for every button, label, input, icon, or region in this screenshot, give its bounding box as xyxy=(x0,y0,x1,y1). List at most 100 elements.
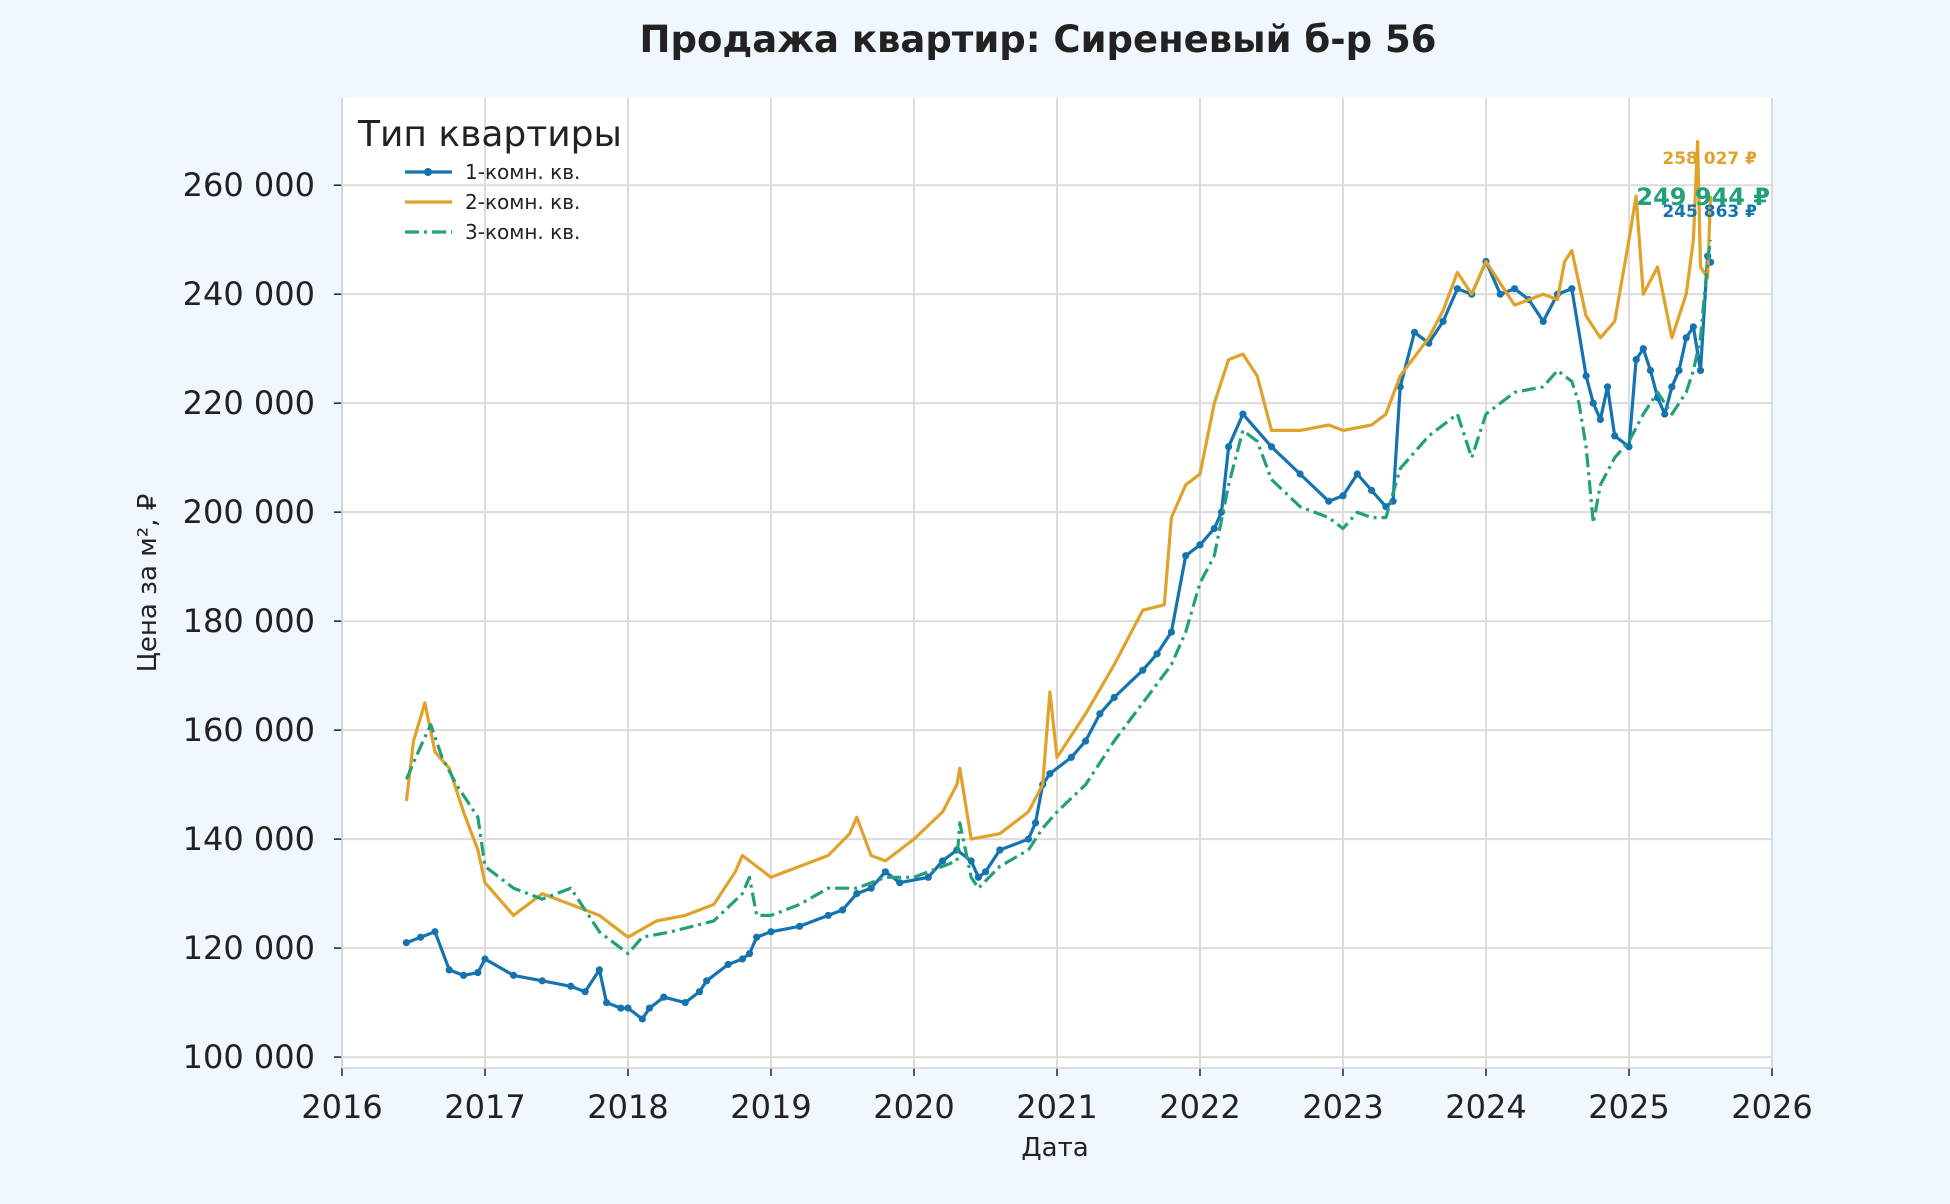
series-1-point xyxy=(602,999,611,1007)
axes: 2016 2017 2018 2019 2020 2021 2022 2023 2024 2025… xyxy=(183,98,1813,1126)
series-1-point xyxy=(1603,383,1612,391)
series-1-point xyxy=(967,857,975,865)
series-1-point xyxy=(645,1004,654,1012)
series-1-point xyxy=(1668,383,1676,391)
series-1-point xyxy=(1582,372,1590,380)
series-1-point xyxy=(481,955,489,963)
series-1-point xyxy=(1539,317,1547,326)
series-1-point xyxy=(1625,443,1633,451)
series-1-point xyxy=(1410,328,1419,336)
series-1-point xyxy=(660,993,668,1001)
x-tick-label: 2016 xyxy=(301,1088,382,1126)
series-1-point xyxy=(1339,492,1347,500)
series-1-point xyxy=(996,846,1004,854)
legend-label: 2-комн. кв. xyxy=(465,190,580,214)
legend-title: Тип квартиры xyxy=(357,114,622,155)
series-1-point xyxy=(1675,366,1683,375)
series-1-point xyxy=(738,955,747,963)
series-1-point xyxy=(1082,737,1090,745)
series-1-point xyxy=(1439,317,1447,326)
series-1-point xyxy=(1632,355,1640,364)
series-1-point xyxy=(402,939,410,947)
x-tick-label: 2022 xyxy=(1159,1088,1240,1126)
x-tick-label: 2023 xyxy=(1302,1088,1383,1126)
series-1-point xyxy=(445,966,453,974)
y-tick-label: 180 000 xyxy=(183,602,315,640)
series-1-point xyxy=(1496,290,1504,298)
legend-label: 3-комн. кв. xyxy=(465,220,580,244)
series-1-point xyxy=(1267,443,1276,451)
series-1-point xyxy=(1031,819,1040,827)
series-1-point xyxy=(1239,410,1247,418)
value-annotation-2: 249 944 ₽ xyxy=(1636,183,1770,211)
series-1-point xyxy=(1024,835,1032,843)
series-1-point xyxy=(881,868,890,876)
x-tick-label: 2025 xyxy=(1588,1088,1669,1126)
legend: Тип квартиры 1-комн. кв. 2-комн. кв. 3-ком… xyxy=(357,114,622,244)
series-1-point xyxy=(1182,552,1190,560)
series-1-point xyxy=(924,873,932,881)
series-1-point xyxy=(703,977,711,985)
series-1-point xyxy=(1661,410,1669,418)
series-1-point xyxy=(1225,443,1233,451)
legend-item-1: 1-комн. кв. xyxy=(405,160,580,184)
series-1-point xyxy=(939,857,947,865)
y-tick-label: 200 000 xyxy=(183,493,315,531)
x-tick-label: 2026 xyxy=(1731,1088,1812,1126)
series-line-2 xyxy=(404,140,1713,939)
series-1-point xyxy=(1167,628,1175,636)
legend-marker xyxy=(424,168,432,176)
series-1-point xyxy=(474,969,482,977)
value-annotation-3: 245 863 ₽ xyxy=(1662,202,1757,222)
series-lines xyxy=(402,140,1715,1023)
series-1-point xyxy=(417,933,425,941)
series-1-point xyxy=(1511,285,1519,293)
series-1-point xyxy=(1611,432,1619,440)
series-1-point xyxy=(595,966,604,974)
y-axis-label: Цена за м², ₽ xyxy=(133,494,163,673)
y-tick-label: 220 000 xyxy=(183,384,315,422)
series-1-point xyxy=(974,873,982,881)
x-tick-label: 2018 xyxy=(587,1088,668,1126)
series-1-point xyxy=(853,890,861,898)
series-1-point xyxy=(1589,399,1597,407)
series-1-point xyxy=(838,906,847,914)
series-1-point xyxy=(753,933,761,941)
x-tick-label: 2020 xyxy=(873,1088,954,1126)
legend-label: 1-комн. кв. xyxy=(465,160,580,184)
series-1-point xyxy=(1689,323,1697,331)
series-1-point xyxy=(745,949,754,958)
series-1-point xyxy=(567,982,575,990)
series-1-point xyxy=(624,1004,632,1012)
x-tick-label: 2019 xyxy=(730,1088,811,1126)
series-1-point xyxy=(981,868,990,876)
series-1-point xyxy=(1153,650,1161,658)
series-1-point xyxy=(1639,345,1647,353)
series-1-point xyxy=(1296,470,1304,478)
series-1-point xyxy=(1696,366,1705,375)
series-1-point xyxy=(724,960,732,969)
series-1-point xyxy=(1596,415,1604,424)
legend-item-2: 2-комн. кв. xyxy=(405,190,580,214)
series-1-point xyxy=(1453,285,1461,293)
series-1-point xyxy=(581,988,589,996)
series-1-point xyxy=(824,911,832,920)
y-tick-label: 120 000 xyxy=(183,929,315,967)
series-1-point xyxy=(1325,497,1333,505)
series-1-point xyxy=(1139,666,1147,674)
series-1-point xyxy=(896,879,904,887)
y-tick-label: 100 000 xyxy=(183,1038,315,1076)
series-1-point xyxy=(796,922,804,930)
series-1-point xyxy=(867,884,875,892)
series-1-point xyxy=(767,928,775,936)
legend-entries: 1-комн. кв. 2-комн. кв. 3-комн. кв. xyxy=(405,160,580,244)
series-1-point xyxy=(1067,753,1075,761)
series-1-point xyxy=(617,1004,625,1012)
y-tick-label: 160 000 xyxy=(183,711,315,749)
series-1-point xyxy=(1353,470,1361,478)
y-tick-label: 240 000 xyxy=(183,275,315,313)
series-1-point xyxy=(1196,541,1204,549)
legend-item-3: 3-комн. кв. xyxy=(405,220,580,244)
